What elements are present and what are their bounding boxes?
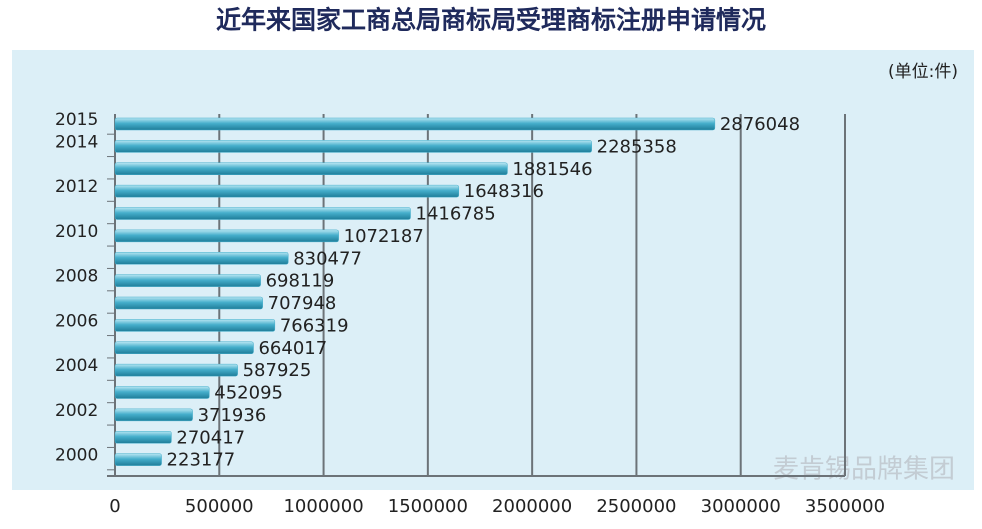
bar [114,431,172,444]
plot-panel [12,50,974,490]
chart-title: 近年来国家工商总局商标局受理商标注册申请情况 [216,6,766,35]
y-tick-label: 2004 [55,356,98,376]
data-label: 223177 [167,450,236,471]
x-tick-label: 500000 [185,496,254,517]
y-tick-label: 2006 [55,311,98,331]
x-tick-label: 1000000 [283,496,363,517]
data-label: 1648316 [464,181,544,202]
x-tick-label: 2500000 [596,496,676,517]
bar [114,296,263,310]
bar [114,229,339,243]
data-label: 707948 [268,293,337,314]
y-tick-label: 2014 [55,132,98,152]
x-tick-label: 2000000 [492,496,572,517]
bar [114,252,289,265]
bar [114,140,592,153]
x-tick-label: 0 [109,496,120,517]
bar [114,184,460,198]
bar [114,207,411,220]
data-label: 452095 [214,383,283,404]
y-tick-label: 2008 [55,267,98,287]
data-label: 1416785 [416,204,496,225]
data-label: 664017 [258,338,327,359]
x-tick-label: 3000000 [701,496,781,517]
data-label: 766319 [280,315,349,336]
bar [114,341,254,354]
unit-note: (单位:件) [888,62,958,82]
bar [114,453,162,466]
y-tick-label: 2012 [55,177,98,197]
bar [114,117,716,131]
bar [114,162,508,175]
bar [114,274,261,287]
watermark: 麦肯锡品牌集团 [773,455,955,485]
x-tick-label: 3500000 [805,496,885,517]
data-label: 830477 [293,248,362,269]
data-label: 1881546 [512,159,592,180]
bar [114,386,210,399]
y-tick-label: 2015 [55,110,98,130]
x-tick-label: 1500000 [388,496,468,517]
data-label: 2876048 [720,114,800,135]
data-label: 698119 [266,271,335,292]
bar [114,363,238,377]
bar [114,408,193,422]
y-tick-label: 2002 [55,401,98,421]
data-label: 2285358 [597,136,677,157]
data-label: 587925 [243,360,312,381]
bar [114,319,276,332]
data-label: 1072187 [344,226,424,247]
y-tick-label: 2000 [55,446,98,466]
data-label: 270417 [176,427,245,448]
data-label: 371936 [198,405,267,426]
y-tick-label: 2010 [55,222,98,242]
